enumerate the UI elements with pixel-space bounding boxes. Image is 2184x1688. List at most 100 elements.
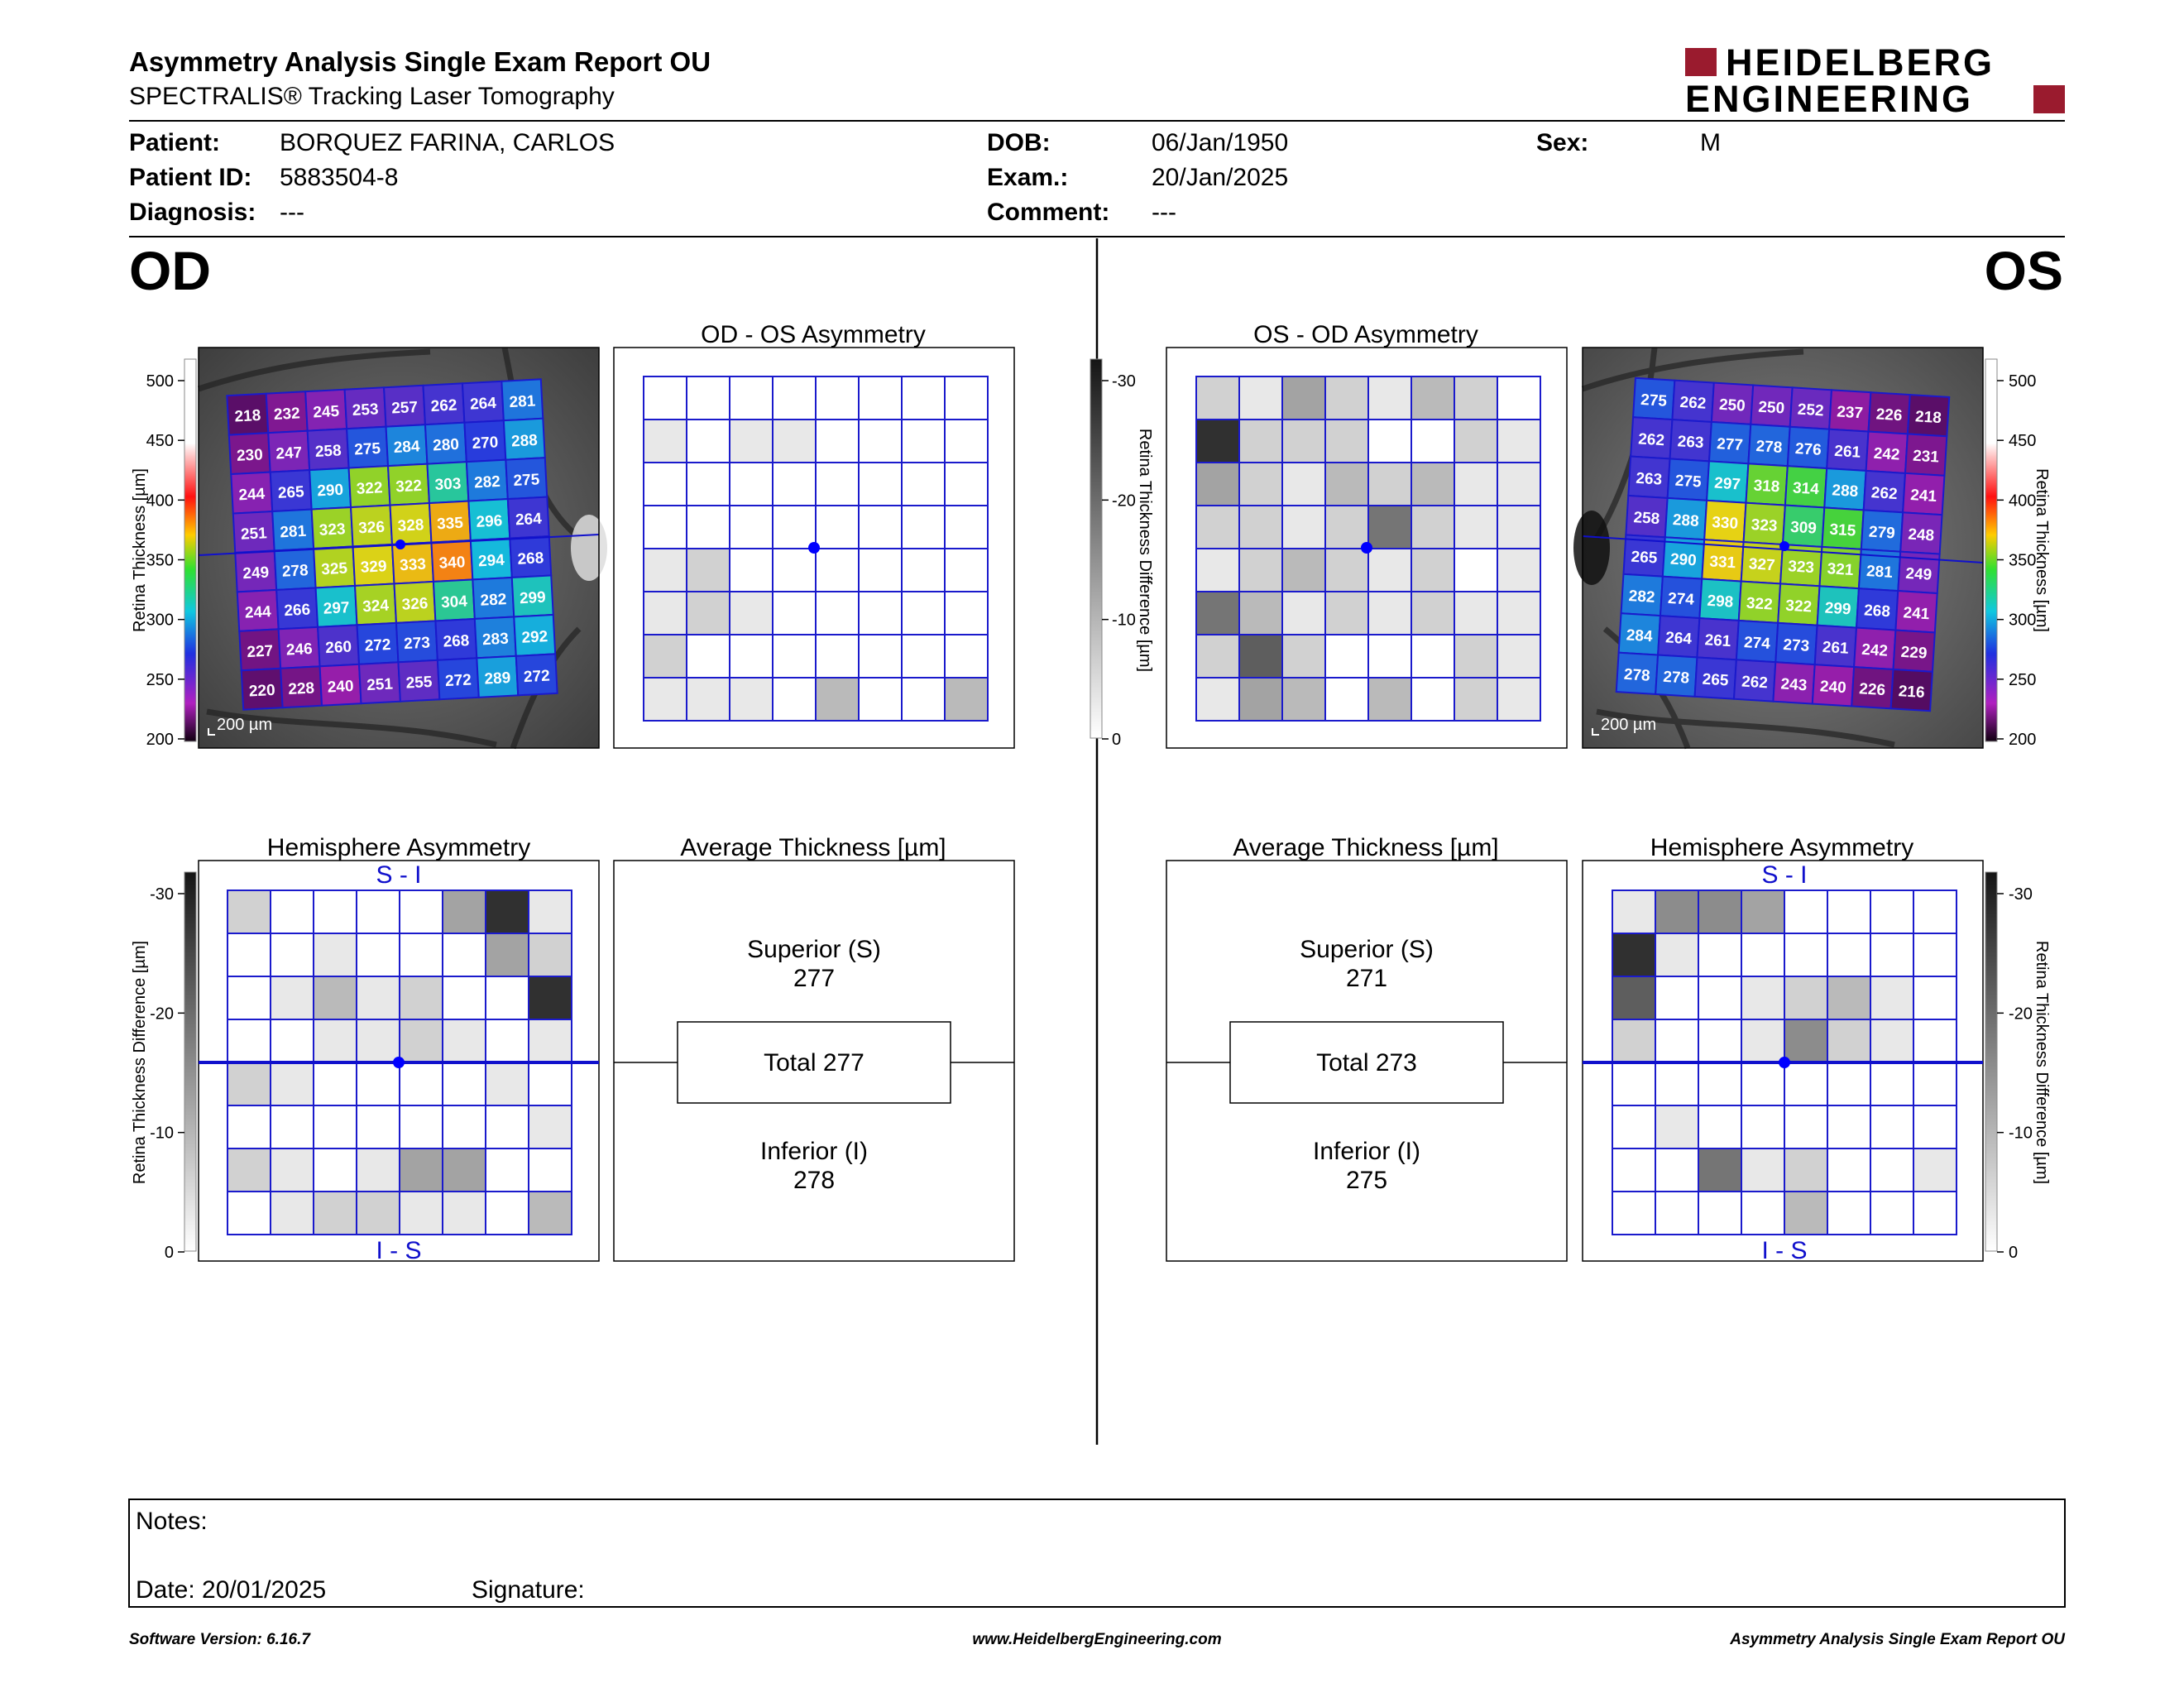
od-thickness-axis-label: Retina Thickness [µm] [131,468,149,632]
os-hemi-cell [1741,1019,1785,1063]
os-thickness-value: 261 [1822,639,1849,658]
os-od-asym-cell [1497,548,1541,592]
od-thickness-value: 326 [401,595,429,614]
od-thickness-value: 283 [482,631,510,650]
od-hemi-cell [442,1148,486,1192]
os-hemi-cell [1655,976,1699,1020]
od-os-asym-cell [901,505,946,549]
od-hemi-cell [227,933,271,977]
od-os-asym-cell [643,376,687,420]
os-thickness-value: 262 [1741,674,1769,693]
os-thickness-value: 322 [1746,595,1773,614]
patient-id: 5883504-8 [280,164,398,191]
od-hemi-cell [485,1105,529,1149]
os-thickness-value: 231 [1913,448,1940,467]
os-od-asym-cell [1454,462,1498,506]
od-hemi-cell [442,1105,486,1149]
od-thickness-value: 294 [478,552,505,571]
os-od-asym-cell [1454,505,1498,549]
os-hemi-cell [1913,890,1957,934]
footer-software-version: Software Version: 6.16.7 [129,1631,311,1648]
od-hemi-cell [227,976,271,1020]
os-od-asym-cell [1195,376,1240,420]
od-thickness-value: 247 [275,444,303,463]
os-hemi-diff-gradient [1985,871,1998,1252]
od-thickness-value: 232 [273,405,300,424]
od-fovea-dot [395,539,405,549]
od-thickness-value: 282 [480,591,507,610]
center-diff-tick-label: -30 [1112,372,1136,391]
os-thickness-value: 278 [1663,669,1690,688]
os-od-asym-cell [1410,505,1455,549]
od-os-asym-cell [944,548,989,592]
os-hemi-cell [1741,890,1785,934]
os-thickness-value: 327 [1748,555,1775,574]
os-hemi-cell [1870,1105,1914,1149]
os-hemi-cell [1784,933,1828,977]
od-hemi-cell [313,890,357,934]
od-thickness-tick-label: 300 [146,611,174,630]
od-thickness-value: 290 [317,482,344,501]
od-hemi-cell [528,976,572,1020]
os-od-asym-cell [1367,677,1412,722]
od-thickness-value: 335 [437,515,464,534]
od-os-asym-cell [858,376,903,420]
os-od-asym-cell [1195,677,1240,722]
od-inferior-value: 278 [793,1167,835,1194]
od-hemi-cell [313,1105,357,1149]
os-od-asym-cell [1497,419,1541,463]
os-thickness-value: 298 [1707,592,1734,611]
od-thickness-value: 275 [513,471,540,490]
os-hemi-cell [1698,976,1742,1020]
os-thickness-value: 284 [1626,626,1653,645]
os-thickness-value: 249 [1905,565,1933,584]
os-thickness-value: 241 [1910,487,1937,506]
os-od-asym-cell [1281,634,1326,679]
os-od-asym-cell [1195,591,1240,635]
os-thickness-map: 275 262 250 250 252 237 226 218 262 263 277 278 276 2… [1615,376,1951,712]
os-thickness-value: 264 [1665,629,1693,648]
os-od-asym-cell [1497,376,1541,420]
od-os-asym-cell [772,591,817,635]
od-os-asym-cell [858,634,903,679]
od-thickness-value: 220 [248,682,275,701]
os-hemi-cell [1827,1062,1871,1106]
os-thickness-value: 274 [1743,634,1770,653]
os-hemi-cell [1741,1148,1785,1192]
os-thickness-value: 242 [1861,641,1889,660]
os-optic-disc [1573,511,1610,585]
os-thickness-value: 252 [1797,401,1824,420]
os-hemi-cell [1913,1019,1957,1063]
os-thickness-value: 262 [1638,430,1665,449]
od-os-asym-cell [858,677,903,722]
od-hemi-cell [442,1019,486,1063]
od-hemi-diff-tick-label: -10 [150,1125,174,1143]
od-hemisphere-panel: S - I I - S [198,860,600,1264]
os-hemi-cell [1741,976,1785,1020]
os-thickness-tick-label: 500 [2009,372,2036,391]
od-hemi-cell [528,890,572,934]
os-hemi-cell [1913,1062,1957,1106]
os-is-label: I - S [1761,1237,1807,1264]
os-hemi-cell [1870,1191,1914,1235]
os-od-asym-cell [1324,419,1369,463]
os-thickness-value: 279 [1868,524,1895,543]
os-thickness-value: 274 [1668,590,1695,609]
os-thickness-value: 323 [1751,516,1778,535]
od-hemi-cell [485,1148,529,1192]
od-thickness-value: 281 [280,523,307,542]
os-hemi-cell [1698,890,1742,934]
od-thickness-value: 228 [288,679,315,698]
os-hemi-cell [1655,890,1699,934]
od-thickness-value: 253 [352,400,379,420]
os-od-asym-cell [1367,591,1412,635]
od-hemi-cell [313,1191,357,1235]
od-hemi-diff-colorbar: -30 -20 -10 0 Retina Thickness Difference [… [131,871,197,1262]
od-hemi-cell [399,890,443,934]
os-od-asym-cell [1497,505,1541,549]
od-thickness-value: 257 [391,399,419,418]
od-thickness-value: 324 [362,597,390,616]
od-thickness-value: 322 [395,477,423,496]
od-os-asym-cell [901,634,946,679]
